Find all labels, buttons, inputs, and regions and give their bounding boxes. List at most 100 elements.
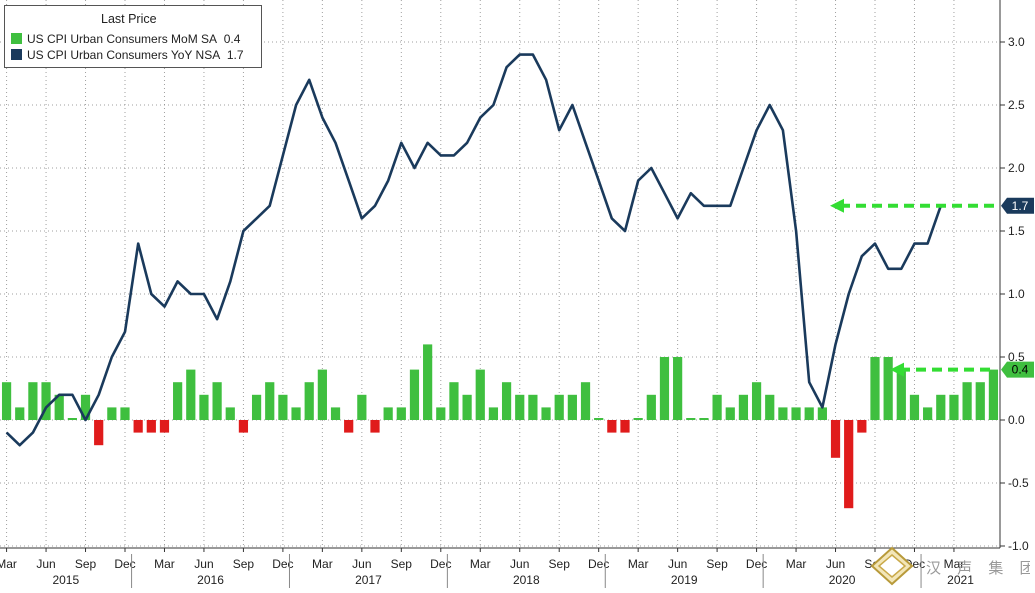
bar	[962, 382, 972, 420]
bar	[146, 420, 156, 433]
bar	[1, 382, 12, 420]
x-month-label: Dec	[588, 557, 609, 571]
bar	[844, 420, 854, 509]
bar	[199, 394, 209, 420]
last-value-tag	[1001, 197, 1034, 214]
bar	[278, 394, 288, 420]
x-month-label: Mar	[154, 557, 175, 571]
bar	[423, 344, 433, 420]
bar	[173, 382, 183, 420]
watermark: 汉 声 集 团	[870, 546, 1035, 586]
watermark-logo-icon	[870, 546, 914, 586]
bar	[212, 382, 222, 420]
bar	[225, 407, 235, 420]
x-month-label: Sep	[706, 557, 728, 571]
bar	[304, 382, 314, 420]
legend: Last Price US CPI Urban Consumers MoM SA…	[4, 5, 262, 68]
bar	[54, 394, 64, 420]
bar	[883, 357, 893, 420]
annotation-arrow-head	[830, 198, 844, 213]
bar	[804, 407, 814, 420]
mom-bars	[1, 344, 999, 509]
bar	[909, 394, 920, 420]
bar	[80, 394, 91, 420]
x-month-label: Sep	[391, 557, 413, 571]
legend-entry-yoy: US CPI Urban Consumers YoY NSA 1.7	[11, 47, 244, 63]
bar	[120, 407, 130, 420]
x-year-label: 2018	[513, 573, 540, 587]
x-month-label: Mar	[312, 557, 333, 571]
annotation-arrow-head	[890, 362, 904, 377]
bar	[15, 407, 25, 420]
bar	[699, 418, 709, 420]
bar	[580, 382, 591, 420]
bar	[686, 418, 696, 420]
bar	[251, 394, 262, 420]
bar	[186, 369, 196, 420]
last-value-tag	[1001, 361, 1034, 378]
bar	[778, 407, 788, 420]
x-month-label: Jun	[194, 557, 213, 571]
x-month-label: Dec	[430, 557, 451, 571]
bar	[488, 407, 499, 420]
bar	[857, 420, 867, 433]
annotation-arrows	[830, 198, 995, 377]
y-tick-label: 2.0	[1008, 161, 1025, 175]
bar	[817, 407, 827, 420]
bar	[988, 369, 999, 420]
x-month-label: Sep	[75, 557, 97, 571]
y-tick-label: 3.0	[1008, 35, 1025, 49]
bar	[317, 369, 327, 420]
yoy-line	[5, 53, 943, 447]
watermark-text: 汉 声 集 团	[926, 559, 1030, 577]
x-year-label: 2021	[947, 573, 974, 587]
legend-value-mom: 0.4	[223, 32, 241, 46]
x-year-label: 2017	[355, 573, 382, 587]
bar	[67, 418, 77, 420]
bar	[567, 394, 577, 420]
x-month-label: Dec	[746, 557, 767, 571]
legend-label-mom: US CPI Urban Consumers MoM SA	[27, 32, 218, 46]
last-value-text: 0.4	[1012, 363, 1029, 377]
bar	[896, 369, 906, 420]
bar	[830, 420, 841, 458]
bar	[383, 407, 393, 420]
bar	[133, 420, 143, 433]
bar	[409, 369, 420, 420]
x-month-label: Mar	[470, 557, 491, 571]
bar	[936, 394, 946, 420]
x-year-label: 2015	[52, 573, 79, 587]
bar	[344, 420, 354, 433]
x-year-label: 2016	[197, 573, 224, 587]
bar	[659, 357, 670, 420]
y-tick-label: 1.0	[1008, 287, 1025, 301]
bar	[923, 407, 933, 420]
bar	[462, 394, 472, 420]
x-month-label: Sep	[233, 557, 255, 571]
bar	[528, 394, 538, 420]
bar	[28, 382, 38, 420]
y-tick-label: 0.5	[1008, 350, 1025, 364]
bar	[449, 382, 459, 420]
legend-swatch-yoy	[11, 49, 22, 60]
bar	[501, 382, 512, 420]
x-month-label: Jun	[36, 557, 55, 571]
legend-title: Last Price	[101, 12, 157, 26]
x-month-label: Jun	[352, 557, 371, 571]
legend-swatch-mom	[11, 33, 22, 44]
bar	[870, 357, 880, 420]
bar	[975, 382, 985, 420]
x-month-label: Mar	[944, 557, 965, 571]
bar	[949, 394, 959, 420]
legend-label-yoy: US CPI Urban Consumers YoY NSA	[27, 48, 221, 62]
bar	[738, 394, 749, 420]
y-tick-label: -0.5	[1008, 476, 1029, 490]
y-tick-label: 0.0	[1008, 413, 1025, 427]
legend-value-yoy: 1.7	[226, 48, 244, 62]
y-tick-label: 2.5	[1008, 98, 1025, 112]
bar	[265, 382, 275, 420]
x-month-label: Mar	[0, 557, 17, 571]
x-month-label: Mar	[786, 557, 807, 571]
